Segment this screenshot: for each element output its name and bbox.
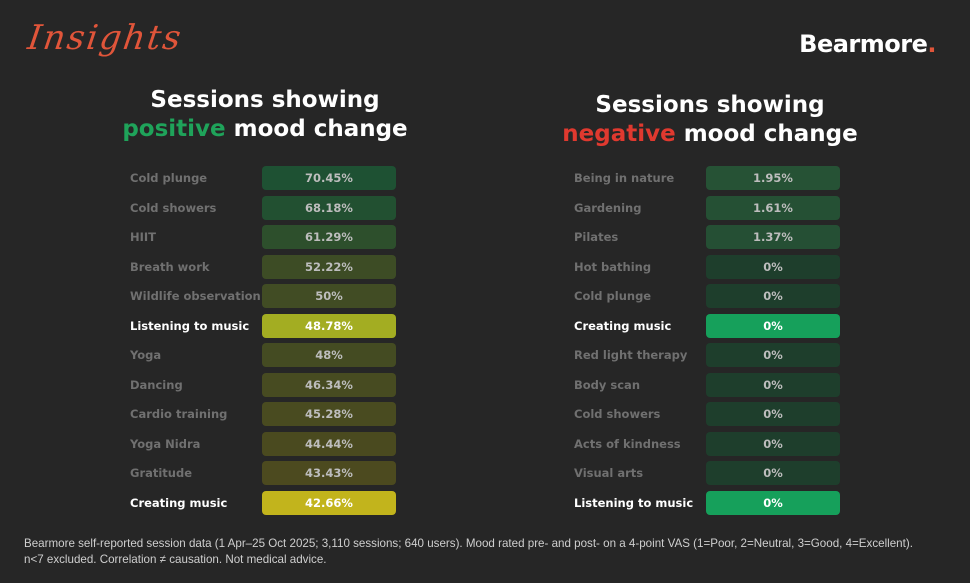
footnote-line-2: n<7 excluded. Correlation ≠ causation. N… (24, 553, 327, 566)
negative-value-bar: 0% (706, 343, 840, 367)
positive-title-line2: positive mood change (95, 115, 435, 144)
positive-value-bar: 50% (262, 284, 396, 308)
positive-row: HIIT 61.29% (130, 225, 400, 249)
positive-chart-title: Sessions showing positive mood change (95, 86, 435, 144)
negative-value-bar: 0% (706, 254, 840, 279)
negative-label: Being in nature (574, 171, 675, 185)
negative-row: Visual arts 0% (574, 461, 844, 485)
negative-value-bar: 1.61% (706, 195, 840, 220)
positive-row: Yoga 48% (130, 343, 400, 367)
positive-row: Gratitude 43.43% (130, 461, 400, 485)
positive-row: Cold showers 68.18% (130, 195, 400, 220)
positive-value-bar: 42.66% (262, 490, 396, 515)
positive-label: Cold plunge (130, 171, 208, 185)
positive-row: Yoga Nidra 44.44% (130, 431, 400, 456)
negative-title-suffix: mood change (683, 121, 858, 147)
negative-label: Listening to music (574, 495, 694, 510)
negative-value-bar: 0% (706, 461, 840, 485)
negative-label: Pilates (574, 230, 619, 244)
negative-label: Body scan (574, 377, 641, 392)
positive-label: Cold showers (130, 200, 217, 215)
negative-value-bar: 0% (706, 431, 840, 456)
negative-label: Cold plunge (574, 289, 652, 303)
positive-label: Gratitude (130, 466, 193, 480)
positive-keyword: positive (122, 116, 226, 142)
positive-row: Creating music 42.66% (130, 490, 400, 515)
positive-value-bar: 46.34% (262, 372, 396, 397)
footnote-line-1: Bearmore self-reported session data (1 A… (24, 537, 913, 550)
positive-label: Creating music (130, 495, 228, 510)
positive-label: Listening to music (130, 318, 250, 333)
positive-label: Cardio training (130, 407, 228, 421)
negative-row: Creating music 0% (574, 313, 844, 338)
negative-row: Pilates 1.37% (574, 225, 844, 249)
positive-row: Cold plunge 70.45% (130, 166, 400, 190)
positive-value-bar: 61.29% (262, 225, 396, 249)
negative-title-line1: Sessions showing (595, 92, 825, 118)
negative-row: Hot bathing 0% (574, 254, 844, 279)
negative-value-bar: 0% (706, 313, 840, 338)
positive-value-bar: 52.22% (262, 254, 396, 279)
positive-row: Cardio training 45.28% (130, 402, 400, 426)
positive-value-bar: 70.45% (262, 166, 396, 190)
negative-value-bar: 0% (706, 284, 840, 308)
positive-label: Dancing (130, 377, 183, 392)
negative-row: Body scan 0% (574, 372, 844, 397)
negative-chart-title: Sessions showing negative mood change (540, 91, 880, 149)
negative-value-bar: 0% (706, 402, 840, 426)
negative-label: Creating music (574, 318, 672, 333)
negative-label: Red light therapy (574, 348, 688, 362)
positive-value-bar: 48.78% (262, 313, 396, 338)
positive-value-bar: 44.44% (262, 431, 396, 456)
negative-keyword: negative (562, 121, 676, 147)
positive-label: Wildlife observation (130, 289, 261, 303)
negative-row: Gardening 1.61% (574, 195, 844, 220)
brand-dot: . (927, 30, 936, 58)
negative-row: Red light therapy 0% (574, 343, 844, 367)
negative-label: Acts of kindness (574, 436, 681, 451)
positive-label: HIIT (130, 230, 157, 244)
negative-title-line2: negative mood change (540, 120, 880, 149)
brand-logo: Bearmore. (799, 30, 936, 58)
positive-value-bar: 68.18% (262, 195, 396, 220)
positive-label: Yoga Nidra (130, 436, 201, 451)
negative-row: Cold showers 0% (574, 402, 844, 426)
negative-row: Listening to music 0% (574, 490, 844, 515)
positive-value-bar: 45.28% (262, 402, 396, 426)
negative-label: Cold showers (574, 407, 661, 421)
negative-label: Gardening (574, 200, 642, 215)
positive-label: Yoga (130, 348, 162, 362)
negative-value-bar: 1.37% (706, 225, 840, 249)
positive-row: Breath work 52.22% (130, 254, 400, 279)
brand-name: Bearmore (799, 30, 928, 58)
positive-title-suffix: mood change (233, 116, 408, 142)
negative-value-bar: 1.95% (706, 166, 840, 190)
insights-script-title: Insights (25, 18, 186, 58)
positive-value-bar: 48% (262, 343, 396, 367)
positive-title-line1: Sessions showing (150, 87, 380, 113)
positive-label: Breath work (130, 259, 210, 274)
negative-value-bar: 0% (706, 490, 840, 515)
negative-row: Being in nature 1.95% (574, 166, 844, 190)
negative-value-bar: 0% (706, 372, 840, 397)
negative-label: Visual arts (574, 466, 644, 480)
positive-row: Dancing 46.34% (130, 372, 400, 397)
positive-row: Wildlife observation 50% (130, 284, 400, 308)
negative-row: Cold plunge 0% (574, 284, 844, 308)
positive-value-bar: 43.43% (262, 461, 396, 485)
footnote: Bearmore self-reported session data (1 A… (24, 536, 954, 568)
positive-row: Listening to music 48.78% (130, 313, 400, 338)
negative-row: Acts of kindness 0% (574, 431, 844, 456)
negative-label: Hot bathing (574, 259, 652, 274)
